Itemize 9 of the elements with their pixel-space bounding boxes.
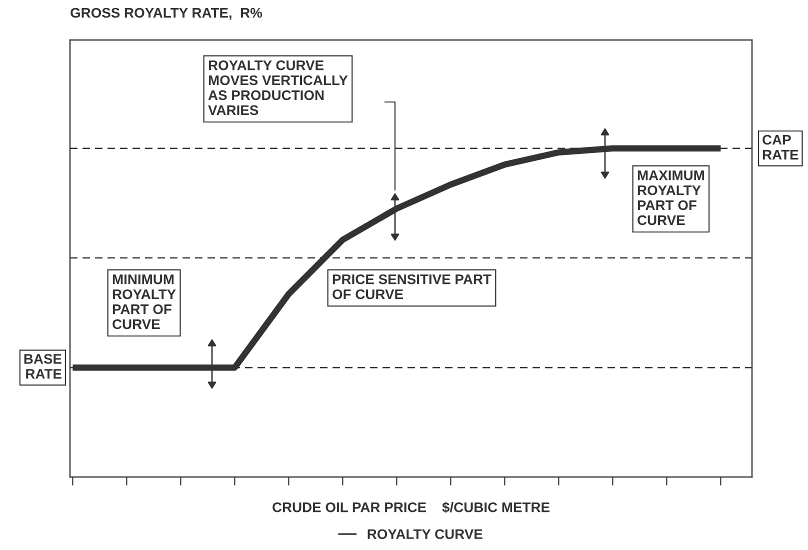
ref-line-label: BASE RATE bbox=[24, 354, 62, 379]
text: ROYALTY CURVE MOVES VERTICALLY AS PRODUCTION VARIES bbox=[208, 60, 348, 116]
annotation: MAXIMUM ROYALTY PART OF CURVE bbox=[638, 170, 704, 226]
chart-title: GROSS ROYALTY RATE, R% bbox=[70, 8, 262, 20]
ref-line-label: CAP RATE bbox=[762, 134, 798, 160]
annotation: PRICE SENSITIVE PART OF CURVE bbox=[332, 274, 492, 300]
legend-label: ROYALTY CURVE bbox=[368, 529, 482, 540]
x-axis-title: CRUDE OIL PAR PRICE $/CUBIC METRE bbox=[272, 502, 550, 514]
annotation: MINIMUM ROYALTY PART OF CURVE bbox=[112, 274, 176, 330]
